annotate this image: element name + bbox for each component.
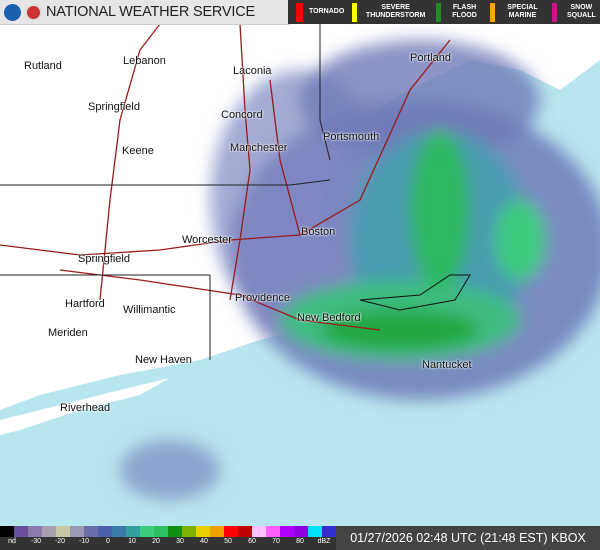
warning-swatch [352, 2, 358, 22]
legend-tick: 10 [128, 538, 136, 545]
warning-label: SPECIAL MARINE [507, 4, 538, 19]
legend-color [280, 526, 294, 537]
noaa-logo [4, 3, 21, 21]
city-label: Rutland [24, 60, 62, 72]
header: NATIONAL WEATHER SERVICE [0, 0, 290, 25]
warning-label: SEVERE THUNDERSTORM [365, 4, 426, 19]
legend-color [28, 526, 42, 537]
legend-tick: 80 [296, 538, 304, 545]
legend-color [112, 526, 126, 537]
city-label: Riverhead [60, 402, 111, 414]
warning-item: SEVERE THUNDERSTORM [352, 2, 428, 22]
legend-color [196, 526, 210, 537]
legend-color [154, 526, 168, 537]
city-label: Portsmouth [323, 131, 380, 143]
warning-swatch [296, 2, 303, 22]
city-label: New Haven [135, 354, 192, 366]
city-label: Springfield [88, 101, 140, 113]
legend-color [140, 526, 154, 537]
warning-swatch [551, 2, 557, 22]
legend-tick: -20 [54, 538, 66, 545]
city-label: Meriden [48, 327, 88, 339]
highways [0, 23, 451, 331]
cape-cod [359, 274, 471, 311]
legend-color [70, 526, 84, 537]
legend-color [56, 526, 70, 537]
legend-tick: 50 [224, 538, 232, 545]
legend-tick: 0 [106, 538, 110, 545]
legend-tick: dBZ [317, 538, 331, 545]
warning-swatch [435, 2, 441, 22]
warning-label: FLASH FLOOD [452, 4, 477, 19]
legend-tick: 40 [200, 538, 208, 545]
city-label: Concord [221, 109, 263, 121]
nws-logo [25, 3, 42, 21]
city-label: Lebanon [123, 55, 166, 67]
warning-label: SNOW SQUALL [566, 4, 596, 19]
city-label: Nantucket [422, 359, 472, 371]
long-island [0, 378, 170, 435]
legend-tick: nd [8, 538, 16, 545]
timestamp: 01/27/2026 02:48 UTC (21:48 EST) KBOX [336, 526, 600, 550]
legend-tick: 70 [272, 538, 280, 545]
state-borders [0, 24, 331, 360]
legend-tick: 20 [152, 538, 160, 545]
city-label: Portland [410, 52, 451, 64]
legend-color [0, 526, 14, 537]
warning-legend: TORNADO SEVERE THUNDERSTORM FLASH FLOOD SPE… [288, 0, 600, 24]
legend-color [266, 526, 280, 537]
legend-color [294, 526, 308, 537]
warning-item: SPECIAL MARINE [490, 2, 544, 22]
legend-color [126, 526, 140, 537]
warning-item: SNOW SQUALL [551, 2, 600, 22]
city-label: New Bedford [297, 312, 361, 324]
city-label: Providence [235, 292, 291, 304]
warning-label: TORNADO [309, 8, 345, 15]
legend-color [42, 526, 56, 537]
legend-color [322, 526, 336, 537]
warning-item: FLASH FLOOD [435, 2, 482, 22]
city-label: Springfield [78, 253, 130, 265]
city-label: Worcester [182, 234, 232, 246]
city-label: Laconia [233, 65, 272, 77]
legend-color [182, 526, 196, 537]
legend-tick: 30 [176, 538, 184, 545]
reflectivity-legend: nd -30 -20 -10 0 10 20 30 40 50 60 70 80 dBZ [0, 526, 336, 550]
legend-color [252, 526, 266, 537]
city-label: Keene [122, 145, 154, 157]
legend-color [84, 526, 98, 537]
city-label: Manchester [230, 142, 288, 154]
radar-echoes [120, 40, 600, 500]
city-label: Willimantic [123, 304, 176, 316]
legend-color [14, 526, 28, 537]
warning-item: TORNADO [296, 2, 345, 22]
legend-tick: 60 [248, 538, 256, 545]
page-title: NATIONAL WEATHER SERVICE [46, 4, 255, 20]
legend-tick: -10 [78, 538, 90, 545]
legend-color [168, 526, 182, 537]
legend-color [308, 526, 322, 537]
legend-tick: -30 [30, 538, 42, 545]
legend-color [238, 526, 252, 537]
city-label: Boston [301, 226, 336, 238]
legend-color [98, 526, 112, 537]
warning-swatch [490, 2, 496, 22]
city-label: Hartford [65, 298, 105, 310]
legend-color [224, 526, 238, 537]
legend-color [210, 526, 224, 537]
